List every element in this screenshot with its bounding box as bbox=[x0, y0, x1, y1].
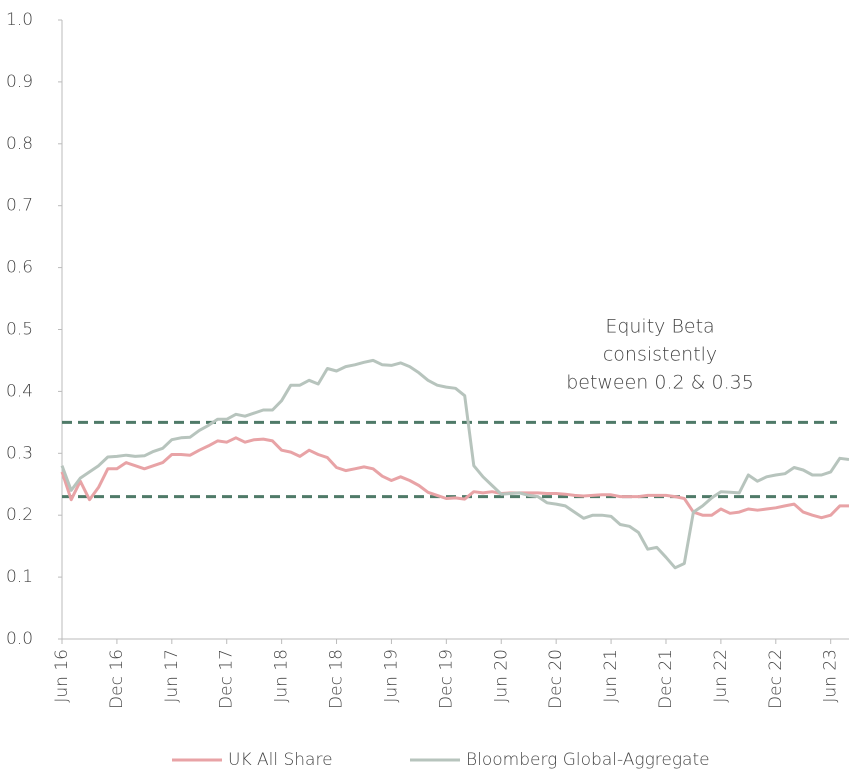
x-tick-label: Dec 20 bbox=[546, 649, 566, 709]
y-tick-label: 1.0 bbox=[6, 10, 33, 30]
x-tick-label: Dec 19 bbox=[436, 649, 456, 709]
y-tick-label: 0.5 bbox=[6, 320, 33, 340]
legend-label: UK All Share bbox=[228, 750, 333, 770]
x-tick-label: Dec 22 bbox=[766, 649, 786, 709]
y-tick-label: 0.7 bbox=[6, 196, 33, 216]
x-tick-label: Jun 22 bbox=[711, 649, 731, 703]
x-tick-label: Jun 20 bbox=[491, 649, 511, 703]
annotation: Equity Beta bbox=[605, 316, 714, 338]
x-tick-label: Jun 17 bbox=[162, 649, 182, 703]
x-tick-label: Jun 16 bbox=[52, 649, 72, 703]
y-tick-label: 0.0 bbox=[6, 629, 33, 649]
x-tick-label: Dec 16 bbox=[107, 649, 127, 709]
x-tick-label: Jun 18 bbox=[272, 649, 292, 703]
x-tick-label: Jun 21 bbox=[601, 649, 621, 703]
y-tick-label: 0.1 bbox=[6, 567, 33, 587]
y-tick-label: 0.3 bbox=[6, 443, 33, 463]
y-tick-label: 0.8 bbox=[6, 134, 33, 154]
y-tick-label: 0.2 bbox=[6, 505, 33, 525]
x-tick-label: Jun 19 bbox=[381, 649, 401, 703]
legend-label: Bloomberg Global-Aggregate bbox=[466, 750, 710, 770]
x-tick-label: Jun 23 bbox=[821, 649, 841, 703]
y-tick-label: 0.6 bbox=[6, 258, 33, 278]
x-tick-label: Dec 21 bbox=[656, 649, 676, 709]
series-line bbox=[60, 358, 849, 570]
x-tick-label: Dec 18 bbox=[327, 649, 347, 709]
annotation: between 0.2 & 0.35 bbox=[566, 372, 754, 394]
x-tick-label: Dec 17 bbox=[217, 649, 237, 709]
y-tick-label: 0.9 bbox=[6, 72, 33, 92]
annotation: consistently bbox=[603, 344, 717, 366]
y-tick-label: 0.4 bbox=[6, 381, 33, 401]
series-line bbox=[60, 436, 849, 520]
